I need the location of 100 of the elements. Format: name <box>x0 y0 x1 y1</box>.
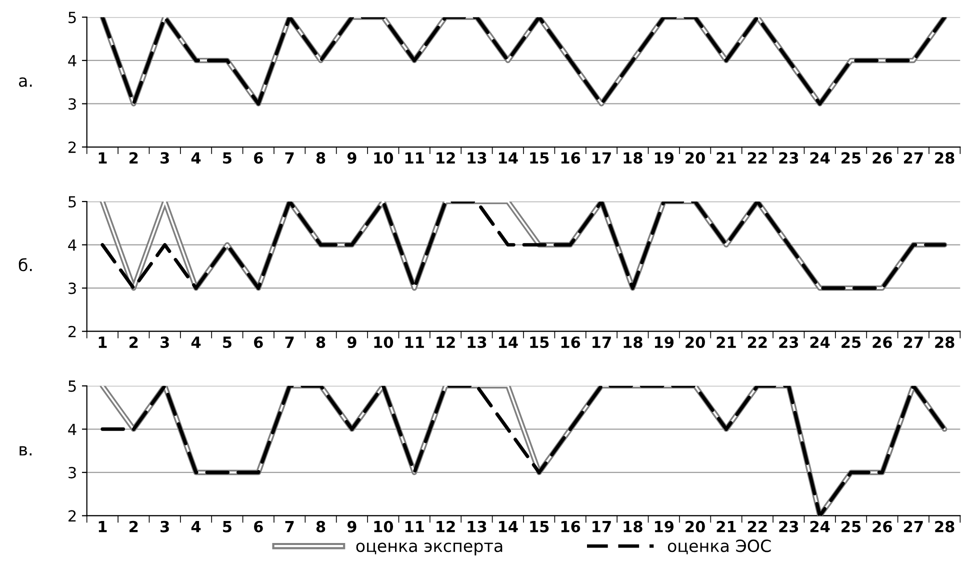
y-tick-label: 5 <box>68 12 76 24</box>
x-tick-label: 24 <box>810 336 830 348</box>
x-tick-label: 5 <box>223 521 232 532</box>
x-tick-label: 21 <box>716 152 736 164</box>
y-tick-label: 3 <box>68 98 76 110</box>
x-tick-label: 3 <box>160 152 169 164</box>
x-tick-label: 7 <box>285 152 294 164</box>
x-tick-label: 16 <box>561 520 580 532</box>
x-tick-label: 8 <box>316 520 326 532</box>
y-tick-label: 4 <box>68 239 76 251</box>
x-tick-label: 8 <box>316 152 326 164</box>
x-tick-label: 11 <box>405 521 424 532</box>
x-tick-label: 2 <box>130 336 138 348</box>
x-tick-label: 11 <box>405 336 424 348</box>
x-tick-label: 19 <box>654 336 674 348</box>
x-tick-label: 11 <box>405 152 424 164</box>
x-tick-label: 23 <box>779 520 798 532</box>
x-tick-label: 1 <box>98 336 107 348</box>
x-tick-label: 13 <box>468 152 486 164</box>
y-tick-label: 5 <box>68 380 76 392</box>
x-tick-label: 28 <box>935 336 954 348</box>
x-tick-label: 20 <box>686 336 705 348</box>
x-tick-label: 26 <box>872 152 892 164</box>
y-tick-label: 3 <box>68 282 76 294</box>
x-tick-label: 10 <box>374 520 394 532</box>
x-tick-label: 13 <box>468 520 486 532</box>
x-tick-label: 4 <box>191 336 201 348</box>
x-tick-label: 15 <box>530 521 549 532</box>
x-tick-label: 23 <box>779 152 798 164</box>
x-tick-label: 27 <box>904 520 923 532</box>
x-tick-label: 24 <box>810 152 830 164</box>
x-tick-label: 20 <box>686 152 705 164</box>
x-tick-label: 23 <box>779 336 798 348</box>
x-tick-label: 8 <box>316 336 326 348</box>
x-tick-label: 6 <box>254 336 263 348</box>
x-tick-label: 7 <box>285 336 294 348</box>
x-tick-label: 3 <box>160 520 169 532</box>
x-tick-label: 14 <box>499 336 518 348</box>
x-tick-label: 14 <box>499 521 518 532</box>
x-tick-label: 9 <box>347 152 356 164</box>
x-tick-label: 21 <box>716 336 736 348</box>
x-tick-label: 24 <box>810 520 830 532</box>
x-tick-label: 7 <box>285 521 294 532</box>
x-tick-label: 5 <box>223 152 232 164</box>
x-tick-label: 19 <box>654 520 674 532</box>
x-tick-label: 22 <box>748 520 767 532</box>
x-tick-label: 12 <box>436 336 455 348</box>
x-tick-label: 16 <box>561 336 580 348</box>
x-tick-label: 27 <box>904 152 923 164</box>
x-tick-label: 27 <box>904 336 923 348</box>
x-tick-label: 3 <box>160 336 169 348</box>
x-tick-label: 12 <box>436 520 455 532</box>
y-axis-title: а. <box>18 77 32 87</box>
x-tick-label: 17 <box>592 336 611 348</box>
x-tick-label: 26 <box>872 520 892 532</box>
x-tick-label: 25 <box>842 520 861 532</box>
y-tick-label: 4 <box>68 424 76 435</box>
x-tick-label: 26 <box>872 336 892 348</box>
x-tick-label: 10 <box>374 336 394 348</box>
x-tick-label: 13 <box>468 336 486 348</box>
x-tick-label: 25 <box>842 152 861 164</box>
y-tick-label: 2 <box>68 510 76 522</box>
x-tick-label: 22 <box>748 336 767 348</box>
x-tick-label: 6 <box>254 520 263 532</box>
y-axis-title: в. <box>20 446 32 456</box>
x-tick-label: 25 <box>842 336 861 348</box>
x-tick-label: 9 <box>347 336 356 348</box>
legend-label: оценка ЭОС <box>668 540 771 554</box>
x-tick-label: 15 <box>530 336 549 348</box>
x-tick-label: 4 <box>191 521 201 532</box>
x-tick-label: 22 <box>748 152 767 164</box>
x-tick-label: 1 <box>98 521 107 532</box>
x-tick-label: 17 <box>592 152 611 164</box>
x-tick-label: 4 <box>191 152 201 164</box>
x-tick-label: 10 <box>374 152 394 164</box>
x-tick-label: 2 <box>130 520 138 532</box>
x-tick-label: 9 <box>347 520 356 532</box>
x-tick-label: 5 <box>223 336 232 348</box>
y-tick-label: 3 <box>68 466 76 478</box>
y-tick-label: 5 <box>68 196 76 208</box>
x-tick-label: 19 <box>654 152 674 164</box>
x-tick-label: 18 <box>624 152 642 164</box>
x-tick-label: 2 <box>130 152 138 164</box>
x-tick-label: 15 <box>530 152 549 164</box>
x-tick-label: 16 <box>561 152 580 164</box>
x-tick-label: 21 <box>716 520 736 532</box>
y-axis-title: б. <box>18 258 32 272</box>
y-tick-label: 2 <box>68 326 76 338</box>
x-tick-label: 20 <box>686 520 705 532</box>
x-tick-label: 18 <box>624 520 642 532</box>
x-tick-label: 14 <box>499 152 518 164</box>
y-tick-label: 2 <box>68 141 76 153</box>
legend-label: оценка эксперта <box>356 542 502 556</box>
x-tick-label: 6 <box>254 152 263 164</box>
y-tick-label: 4 <box>68 55 76 66</box>
x-tick-label: 18 <box>624 336 642 348</box>
x-tick-label: 17 <box>592 521 611 532</box>
x-tick-label: 28 <box>935 520 954 532</box>
x-tick-label: 1 <box>98 152 107 164</box>
x-tick-label: 28 <box>935 152 954 164</box>
